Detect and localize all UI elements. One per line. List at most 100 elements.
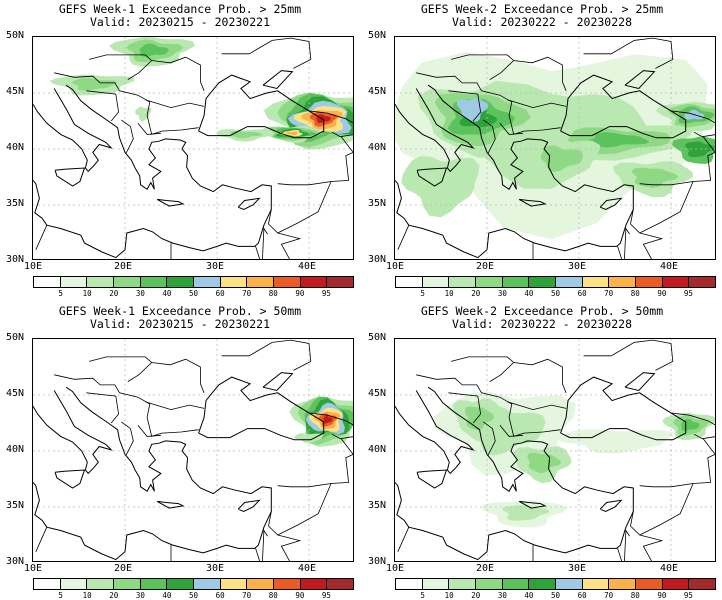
coastline bbox=[33, 88, 113, 173]
colorbar-swatch bbox=[60, 277, 88, 287]
country-border bbox=[127, 362, 152, 382]
country-border bbox=[54, 72, 199, 135]
colorbar-swatch bbox=[247, 277, 275, 287]
country-border bbox=[489, 362, 514, 382]
map-canvas bbox=[33, 37, 353, 259]
probability-contour bbox=[294, 433, 324, 444]
country-border bbox=[277, 136, 353, 186]
lat-label: 35N bbox=[368, 500, 387, 511]
coastline bbox=[624, 372, 656, 392]
colorbar-swatch bbox=[327, 277, 354, 287]
colorbar-label: 5 bbox=[58, 289, 63, 298]
colorbar-label: 80 bbox=[630, 289, 640, 298]
country-border bbox=[145, 99, 205, 109]
coastline bbox=[54, 469, 86, 489]
country-border bbox=[630, 209, 634, 225]
country-border bbox=[268, 511, 272, 527]
colorbar-label: 60 bbox=[577, 289, 587, 298]
lon-label: 10E bbox=[386, 563, 405, 574]
colorbar-label: 10 bbox=[444, 289, 454, 298]
colorbar-swatch bbox=[529, 579, 557, 589]
country-border bbox=[489, 60, 514, 80]
lat-label: 45N bbox=[368, 86, 387, 97]
coastline bbox=[416, 469, 448, 489]
colorbar-label: 30 bbox=[135, 591, 145, 600]
country-border bbox=[277, 534, 302, 561]
coastline bbox=[33, 386, 272, 561]
lat-label: 45N bbox=[368, 388, 387, 399]
map-panel-4: GEFS Week-2 Exceedance Prob. > 50mm Valid… bbox=[362, 302, 722, 600]
lat-label: 40N bbox=[6, 142, 25, 153]
lat-label: 50N bbox=[6, 30, 25, 41]
probability-contour bbox=[527, 452, 562, 474]
coastline bbox=[33, 84, 272, 259]
panel-valid-dates: Valid: 20230222 - 20230228 bbox=[451, 317, 632, 331]
colorbar-swatch bbox=[636, 277, 663, 287]
coastline bbox=[262, 372, 294, 392]
map-area bbox=[32, 338, 354, 562]
lon-label: 20E bbox=[114, 261, 133, 272]
colorbar-swatch bbox=[300, 277, 328, 287]
colorbar-swatch bbox=[609, 579, 637, 589]
country-border bbox=[448, 90, 482, 122]
colorbar-label: 50 bbox=[188, 289, 199, 298]
country-border bbox=[670, 412, 715, 440]
colorbar-label: 5 bbox=[58, 591, 63, 600]
panel-title: GEFS Week-1 Exceedance Prob. > 50mm bbox=[58, 304, 302, 318]
country-border bbox=[483, 421, 496, 456]
colorbar-swatch bbox=[87, 277, 115, 287]
colorbar-swatch bbox=[529, 277, 557, 287]
lat-label: 30N bbox=[368, 556, 387, 567]
country-border bbox=[397, 527, 410, 552]
map-panel-2: GEFS Week-2 Exceedance Prob. > 25mm Valid… bbox=[362, 0, 722, 298]
country-border bbox=[268, 209, 272, 225]
colorbar-swatch bbox=[87, 579, 115, 589]
probability-contour bbox=[230, 131, 263, 139]
coastline bbox=[156, 198, 185, 207]
country-border bbox=[639, 232, 664, 259]
coastline bbox=[599, 197, 623, 211]
probability-contour bbox=[316, 114, 331, 123]
map-area bbox=[32, 36, 354, 260]
lon-label: 40E bbox=[298, 563, 317, 574]
lon-label: 20E bbox=[476, 563, 495, 574]
colorbar-swatch bbox=[34, 277, 61, 287]
colorbar-label: 5 bbox=[420, 289, 425, 298]
colorbar-label: 90 bbox=[657, 591, 667, 600]
colorbar-swatch bbox=[476, 277, 503, 287]
lat-label: 50N bbox=[368, 332, 387, 343]
colorbar-swatch bbox=[60, 579, 88, 589]
panel-valid-dates: Valid: 20230222 - 20230228 bbox=[451, 15, 632, 29]
lon-label: 40E bbox=[298, 261, 317, 272]
panel-title: GEFS Week-2 Exceedance Prob. > 25mm bbox=[420, 2, 664, 16]
colorbar-label: 70 bbox=[604, 591, 614, 600]
coastline bbox=[237, 197, 261, 211]
lon-label: 10E bbox=[386, 261, 405, 272]
colorbar-swatch bbox=[689, 277, 716, 287]
colorbar-swatch bbox=[140, 579, 168, 589]
colorbar-label: 70 bbox=[242, 591, 252, 600]
country-border bbox=[121, 119, 134, 154]
country-border bbox=[86, 392, 120, 424]
coastline bbox=[560, 376, 687, 441]
coastline bbox=[518, 500, 547, 509]
colorbar-swatch bbox=[274, 277, 301, 287]
probability-contour bbox=[135, 106, 152, 122]
lat-label: 35N bbox=[368, 198, 387, 209]
country-border bbox=[483, 119, 496, 154]
colorbar bbox=[33, 276, 354, 288]
map-panel-1: GEFS Week-1 Exceedance Prob. > 25mm Valid… bbox=[0, 0, 360, 298]
country-border bbox=[397, 225, 410, 250]
lon-label: 30E bbox=[568, 563, 587, 574]
country-border bbox=[127, 60, 152, 80]
colorbar-swatch bbox=[449, 579, 477, 589]
country-border bbox=[630, 181, 694, 234]
coastline bbox=[198, 376, 325, 441]
lat-label: 45N bbox=[6, 86, 25, 97]
country-border bbox=[630, 511, 634, 527]
lon-label: 30E bbox=[568, 261, 587, 272]
country-border bbox=[121, 421, 134, 456]
colorbar-label: 50 bbox=[188, 591, 199, 600]
colorbar-label: 90 bbox=[295, 591, 305, 600]
colorbar-swatch bbox=[609, 277, 637, 287]
